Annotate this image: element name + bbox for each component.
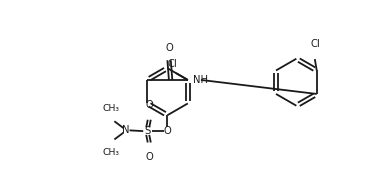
Text: CH₃: CH₃ <box>102 104 119 113</box>
Text: S: S <box>145 126 151 136</box>
Text: Cl: Cl <box>167 58 177 69</box>
Text: O: O <box>146 152 153 162</box>
Text: O: O <box>165 43 173 53</box>
Text: CH₃: CH₃ <box>102 148 119 157</box>
Text: O: O <box>146 100 153 110</box>
Text: NH: NH <box>192 75 208 85</box>
Text: N: N <box>122 125 130 135</box>
Text: Cl: Cl <box>311 39 320 49</box>
Text: O: O <box>164 126 171 136</box>
